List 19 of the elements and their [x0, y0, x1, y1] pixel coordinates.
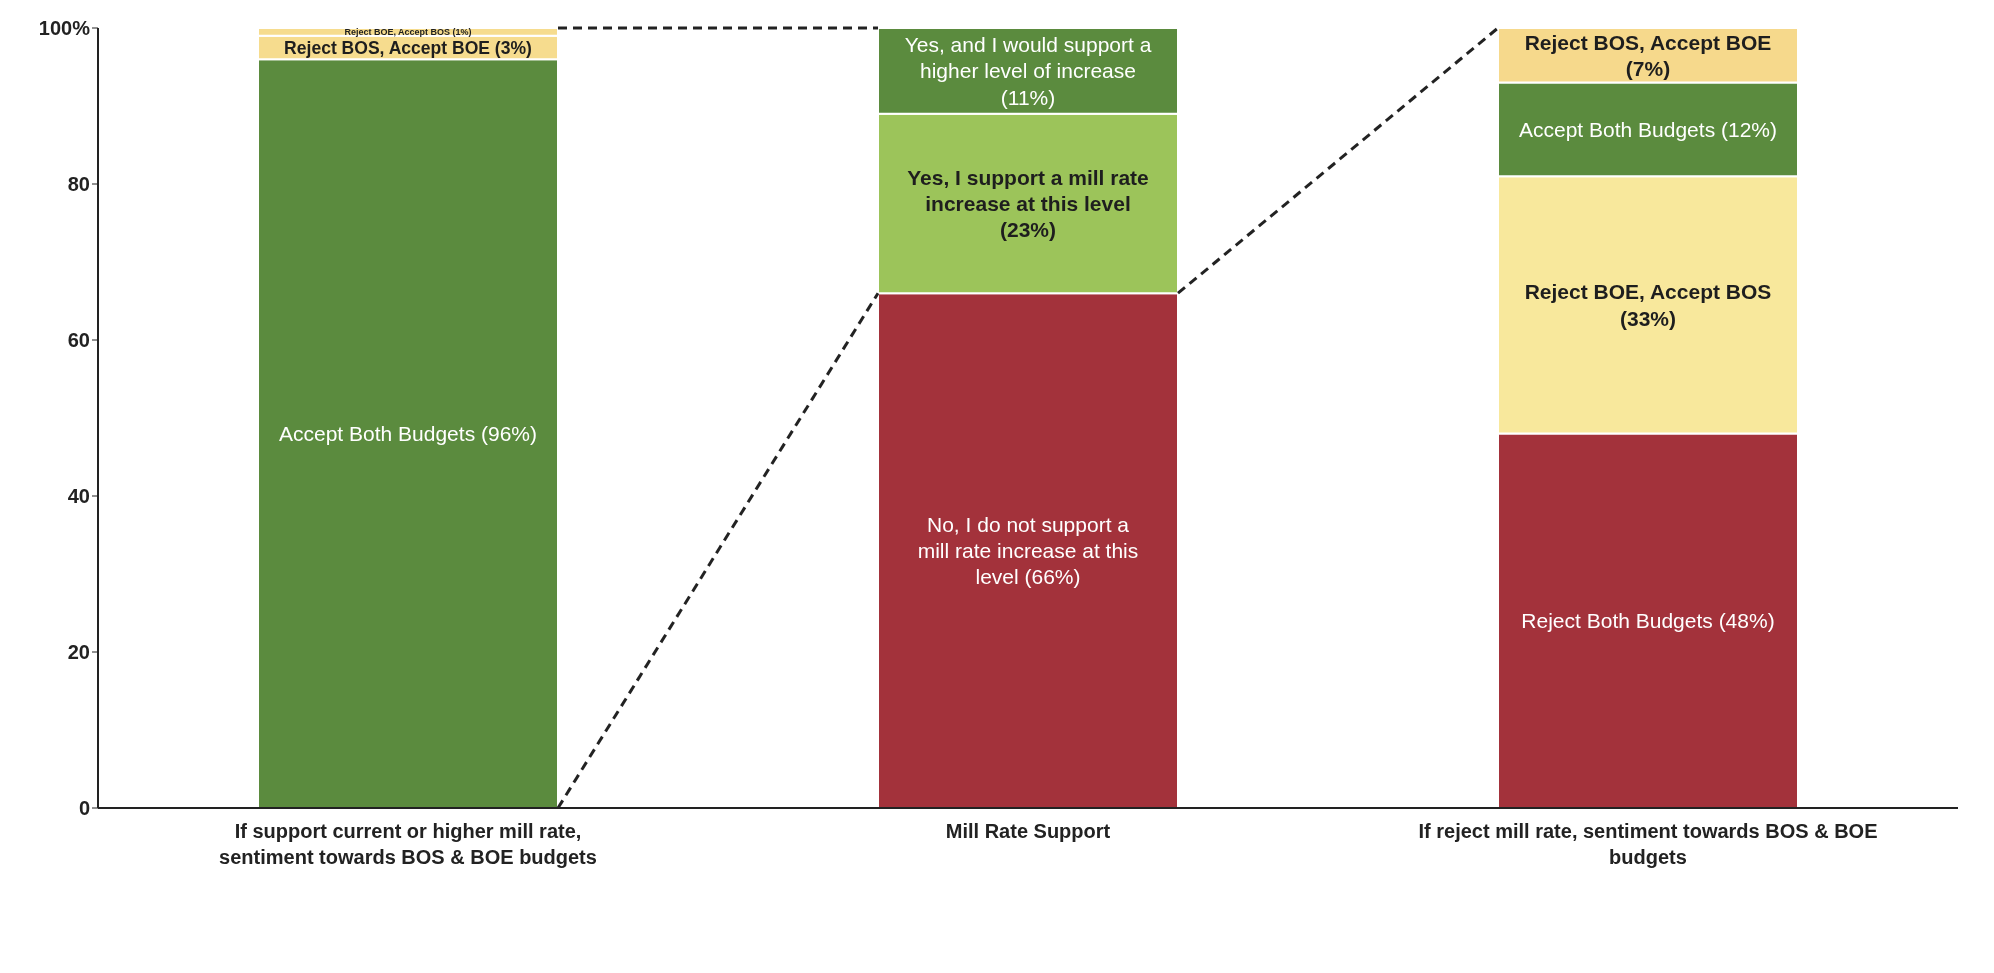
y-tick-label: 20	[67, 641, 90, 664]
x-tick-label: Mill Rate Support	[945, 820, 1111, 842]
data-label: Accept Both Budgets (12%)	[1519, 117, 1777, 141]
x-tick-label: If support current or higher mill rate, sentiment towards BOS & BOE budgets	[219, 820, 597, 868]
x-tick-label: If reject mill rate, sentiment towards BOS & BOE budgets	[1418, 820, 1878, 868]
data-label: Yes, I support a mill rate increase at this level (23%)	[907, 165, 1149, 242]
data-label: Reject BOE, Accept BOS (1%)	[344, 26, 472, 37]
data-label: Reject BOE, Accept BOS (33%)	[1524, 280, 1772, 330]
y-tick-label: 80	[67, 173, 90, 196]
data-label: Reject Both Budgets (48%)	[1521, 609, 1775, 633]
y-tick-label: 0	[78, 797, 90, 820]
data-label: Reject BOS, Accept BOE (7%)	[1524, 30, 1772, 80]
data-label: No, I do not support a mill rate increase at this level (66%)	[917, 512, 1139, 589]
y-tick-label: 100%	[38, 17, 91, 40]
y-tick-label: 40	[67, 485, 90, 508]
y-tick-label: 60	[67, 329, 90, 352]
data-label: Yes, and I would support a higher level of increase (11%)	[904, 33, 1152, 109]
data-label: Reject BOS, Accept BOE (3%)	[284, 37, 532, 58]
data-label: Accept Both Budgets (96%)	[279, 422, 537, 446]
